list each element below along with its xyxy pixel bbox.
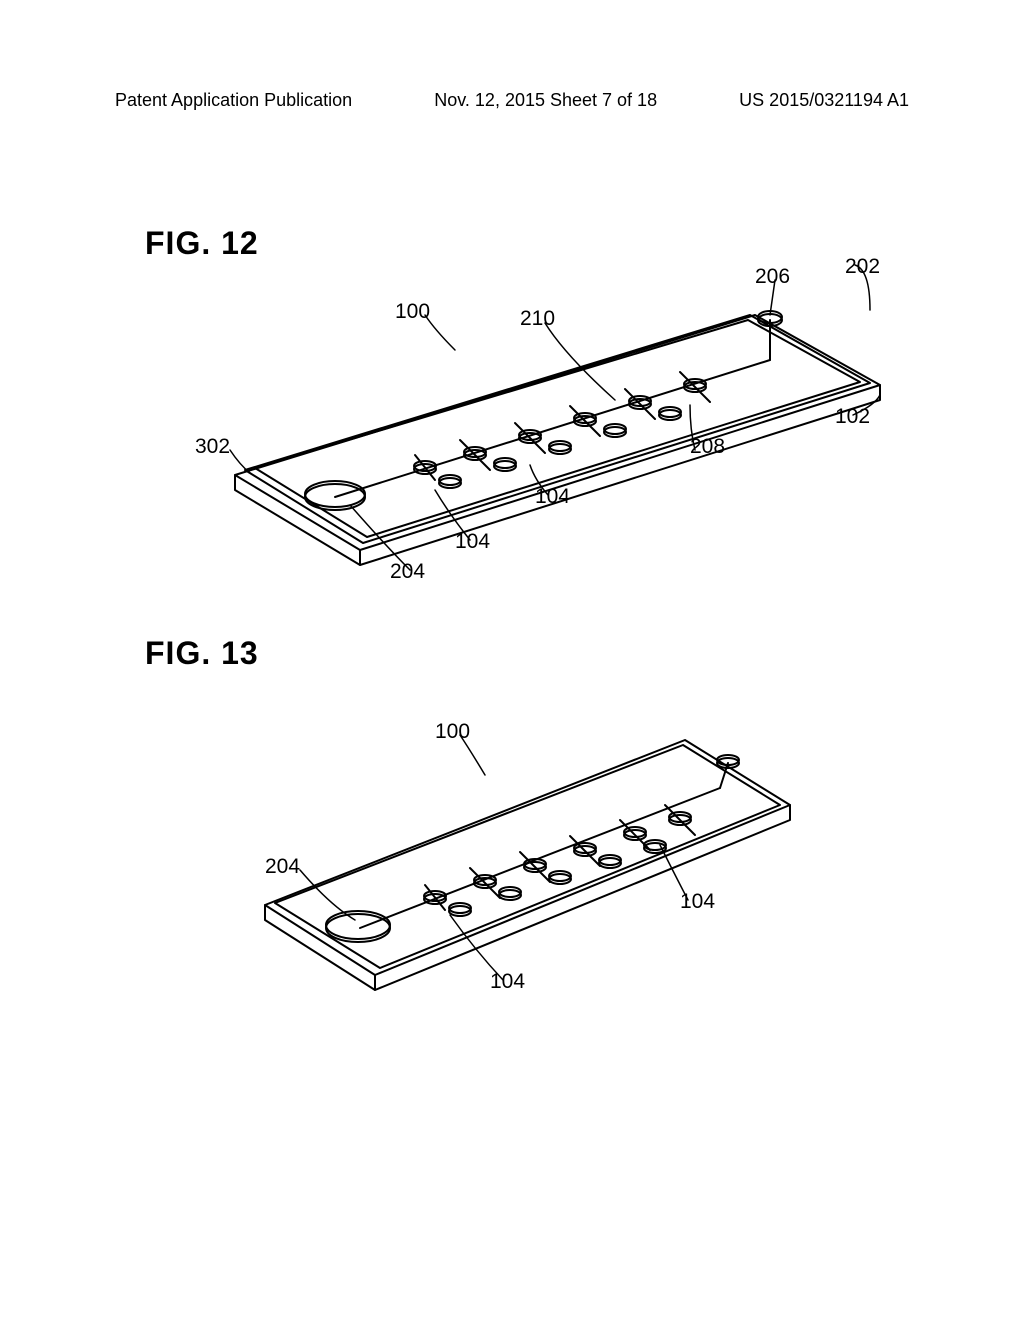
- patent-header: Patent Application Publication Nov. 12, …: [115, 90, 909, 111]
- ref-100: 100: [395, 300, 430, 324]
- ref-104b-f13: 104: [490, 970, 525, 994]
- header-right: US 2015/0321194 A1: [739, 90, 909, 111]
- figure-12-svg: [135, 255, 895, 595]
- figure-13-label: FIG. 13: [145, 635, 259, 672]
- ref-302: 302: [195, 435, 230, 459]
- header-center: Nov. 12, 2015 Sheet 7 of 18: [434, 90, 657, 111]
- ref-210: 210: [520, 307, 555, 331]
- header-left: Patent Application Publication: [115, 90, 352, 111]
- ref-104b: 104: [455, 530, 490, 554]
- ref-204-f13: 204: [265, 855, 300, 879]
- figure-13: 100 204 104 104: [210, 695, 810, 1035]
- figure-12: 206 202 100 210 102 302 208 104 104 204: [135, 255, 895, 595]
- ref-104a-f13: 104: [680, 890, 715, 914]
- ref-104a: 104: [535, 485, 570, 509]
- ref-204: 204: [390, 560, 425, 584]
- ref-206: 206: [755, 265, 790, 289]
- ref-202: 202: [845, 255, 880, 279]
- ref-100-f13: 100: [435, 720, 470, 744]
- ref-102: 102: [835, 405, 870, 429]
- ref-208: 208: [690, 435, 725, 459]
